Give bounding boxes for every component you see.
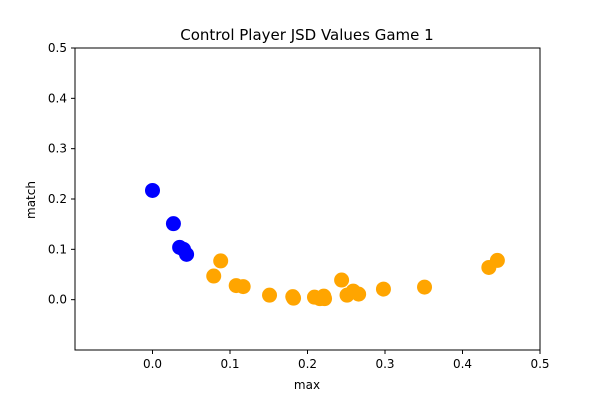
data-point-s0-4 — [179, 246, 195, 262]
data-point-s1-4 — [262, 287, 278, 303]
x-tick-label-3: 0.3 — [375, 357, 394, 371]
y-tick-label-5: 0.5 — [48, 41, 67, 55]
data-point-s1-10 — [317, 291, 333, 307]
data-point-s0-1 — [165, 216, 181, 232]
y-axis-label: match — [24, 181, 38, 219]
y-tick-label-1: 0.1 — [48, 242, 67, 256]
y-tick-label-4: 0.4 — [48, 91, 67, 105]
data-point-s1-16 — [417, 279, 433, 295]
data-point-s1-6 — [286, 290, 302, 306]
plot-frame — [74, 47, 541, 351]
y-tick-label-2: 0.2 — [48, 192, 67, 206]
x-tick-label-4: 0.4 — [453, 357, 472, 371]
chart-title: Control Player JSD Values Game 1 — [180, 26, 433, 44]
data-point-s1-1 — [213, 253, 229, 269]
y-tick-label-0: 0.0 — [48, 293, 67, 307]
data-point-s1-3 — [235, 279, 251, 295]
plot-area: 0.0 0.1 0.2 0.3 0.4 0.5 0.0 0.1 0.2 0.3 0.4 0.5 — [48, 41, 550, 371]
x-tick-label-1: 0.1 — [220, 357, 239, 371]
data-point-s1-0 — [206, 268, 222, 284]
y-tick-label-3: 0.3 — [48, 142, 67, 156]
data-point-s1-14 — [351, 286, 367, 302]
data-point-s1-11 — [334, 272, 350, 288]
data-point-s1-15 — [375, 281, 391, 297]
x-tick-label-0: 0.0 — [143, 357, 162, 371]
data-point-s1-18 — [489, 252, 505, 268]
data-point-s0-0 — [145, 182, 160, 198]
x-tick-label-2: 0.2 — [298, 357, 317, 371]
x-axis-label: max — [294, 378, 320, 392]
x-tick-label-5: 0.5 — [530, 357, 549, 371]
